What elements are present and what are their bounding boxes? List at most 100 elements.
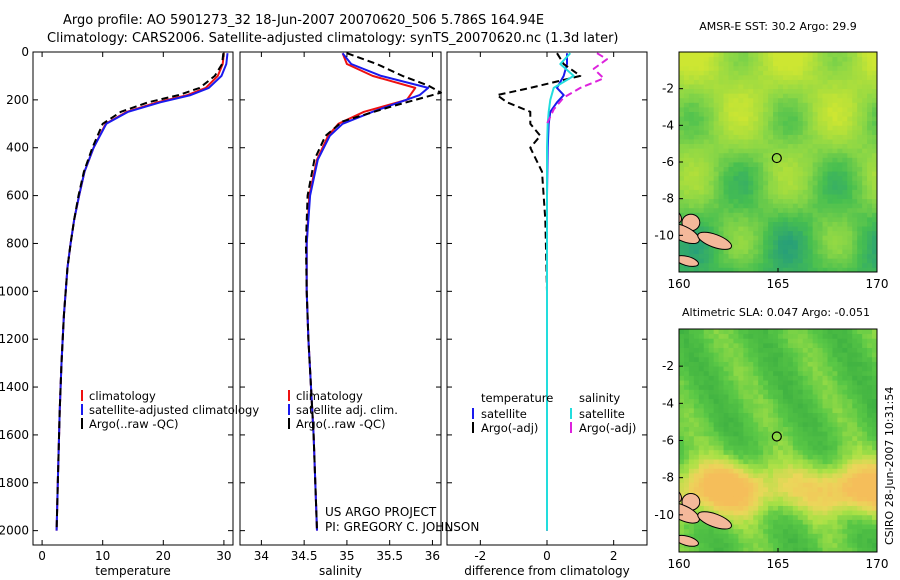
sst_map-cell xyxy=(867,249,873,255)
sst_map-cell xyxy=(787,139,794,145)
sla_map-cell xyxy=(728,528,734,534)
sst_map-cell xyxy=(773,129,779,135)
sst_map-cell xyxy=(792,116,799,122)
sla_map-cell xyxy=(797,375,804,381)
sla_map-cell xyxy=(698,329,705,335)
sst_map-cell xyxy=(748,239,754,245)
sst_map-cell xyxy=(787,93,794,99)
sst_map-cell xyxy=(733,65,739,71)
sla_map-cell xyxy=(802,486,809,493)
sst_map-cell xyxy=(679,74,685,80)
sst_map-cell xyxy=(703,221,710,227)
sst_map-cell xyxy=(797,226,804,232)
sla_map-cell xyxy=(743,333,749,339)
temperature-series-2 xyxy=(55,53,225,531)
sla_map-cell xyxy=(787,417,794,423)
sla_map-cell xyxy=(679,347,685,353)
sst_map-cell xyxy=(773,116,779,122)
sla_map-cell xyxy=(802,366,809,372)
sla_map-cell xyxy=(797,454,804,460)
sla_map-cell xyxy=(847,524,853,530)
sst_map-cell xyxy=(847,212,853,218)
sla_map-cell xyxy=(807,514,814,520)
sla_map-cell xyxy=(832,528,838,534)
sla_map-cell xyxy=(728,431,734,437)
sla_map-cell xyxy=(693,445,700,451)
sla_map-cell xyxy=(867,482,873,488)
sla_map-cell xyxy=(768,356,774,362)
sst_map-cell xyxy=(718,180,724,186)
sla_map-cell xyxy=(827,398,833,404)
depth-tick-label: 1200 xyxy=(0,332,29,346)
sla_map-cell xyxy=(708,468,715,474)
sla_map-cell xyxy=(872,533,877,539)
sla_map-cell xyxy=(708,491,715,497)
sst_map-cell xyxy=(738,171,744,177)
sla_map-cell xyxy=(862,491,868,497)
sla_map-cell xyxy=(807,500,814,506)
sst_map-cell xyxy=(782,171,789,177)
sla_map-cell xyxy=(862,496,868,502)
sst_map-cell xyxy=(728,207,734,213)
sst_map-cell xyxy=(862,194,868,200)
sst_map-cell xyxy=(688,61,695,67)
sla_map-cell xyxy=(862,542,868,548)
sla_map-cell xyxy=(822,524,828,530)
sla_map-cell xyxy=(778,528,784,534)
sla_map-cell xyxy=(723,375,729,381)
sla_map-cell xyxy=(738,505,744,511)
sst_map-cell xyxy=(738,258,744,264)
island-shape xyxy=(679,502,700,524)
sst_map-cell xyxy=(728,148,734,154)
sst_map-cell xyxy=(852,70,858,76)
sla_map-cell xyxy=(679,361,685,367)
sla_map-cell xyxy=(837,435,843,441)
sla_map-cell xyxy=(827,356,833,362)
sst_map-cell xyxy=(708,139,715,145)
sst_map-cell xyxy=(768,189,774,195)
sst_map-cell xyxy=(708,194,715,200)
sst_map-cell xyxy=(837,258,843,264)
sst_map-cell xyxy=(743,84,749,90)
sla_map-cell xyxy=(802,528,809,534)
sst_map-cell xyxy=(812,79,818,85)
sla_map-cell xyxy=(738,454,744,460)
sst_map-cell xyxy=(679,129,685,135)
sla_map-cell xyxy=(872,440,877,446)
sst_map-cell xyxy=(763,120,769,126)
sst_map-cell xyxy=(787,162,794,167)
sst_map-cell xyxy=(753,203,759,209)
sla_map-cell xyxy=(842,380,848,386)
sst_map-cell xyxy=(718,166,724,172)
sst_map-cell xyxy=(857,184,863,190)
sla_map-cell xyxy=(807,380,814,386)
sla_map-cell xyxy=(832,435,838,441)
sst_map-cell xyxy=(688,88,695,94)
sla_map-cell xyxy=(688,473,695,479)
sla_map-cell xyxy=(852,426,858,432)
sst_map-cell xyxy=(872,162,877,167)
sst_map-cell xyxy=(832,97,838,103)
sst_map-cell xyxy=(758,107,764,112)
sst_map-cell xyxy=(842,166,848,172)
sla_map-cell xyxy=(763,454,769,460)
sla_map-cell xyxy=(842,412,848,418)
sst_map-cell xyxy=(693,184,700,190)
sla_map-ytick-label: -4 xyxy=(662,396,674,410)
sla_map-cell xyxy=(797,412,804,418)
sla_map-cell xyxy=(817,329,823,335)
sla_map-cell xyxy=(683,486,690,493)
sla_map-cell xyxy=(698,449,705,455)
sla_map-cell xyxy=(743,468,749,474)
sst_map-cell xyxy=(723,107,729,112)
sst_map-cell xyxy=(738,84,744,90)
sla_map-cell xyxy=(867,538,873,544)
sst_map-ytick-label: -6 xyxy=(662,155,674,169)
sst_map-cell xyxy=(822,65,828,71)
sla_map-cell xyxy=(738,491,744,497)
sla_map-cell xyxy=(758,440,764,446)
sla_map-cell xyxy=(842,417,848,423)
sst_map-cell xyxy=(857,175,863,181)
sla_map-cell xyxy=(812,333,818,339)
sst_map-cell xyxy=(817,235,823,241)
